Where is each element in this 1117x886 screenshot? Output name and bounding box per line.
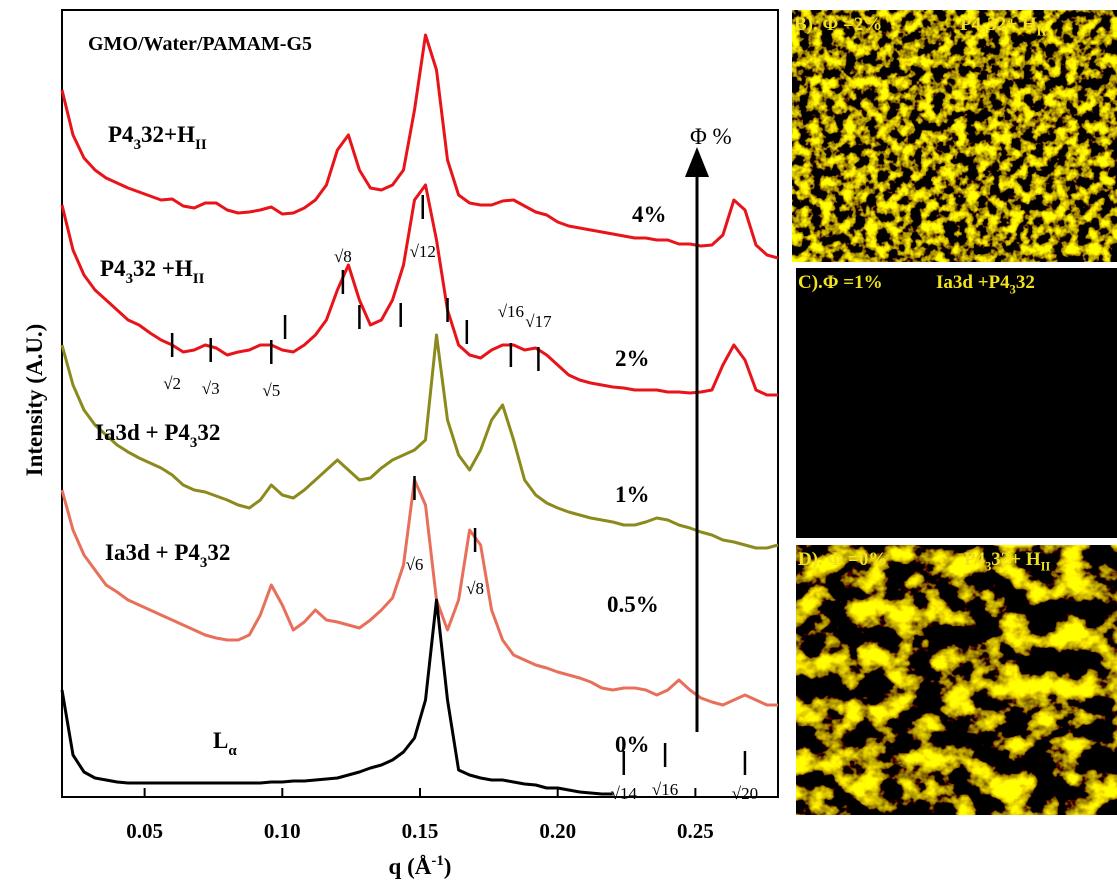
text-segment: P4 [960,14,982,35]
peak-label: √8 [334,247,352,266]
peak-label: √17 [525,312,552,331]
text-script: 3 [1010,283,1016,297]
data-line [60,598,613,796]
peak-label: √6 [406,555,424,574]
text-script: -1 [431,853,443,869]
text-segment: 32 [1016,272,1035,293]
data-line [60,33,779,260]
series-label: 1% [615,482,650,507]
text-segment: P4 [964,549,986,570]
peak-label: √14 [611,784,638,803]
peak-label: √2 [163,374,181,393]
text-script: α [228,743,237,759]
text-script: II [1037,25,1047,39]
x-axis-label: q (Å-1) [389,853,452,879]
curve-label: Ia3d + P4332 [95,420,220,451]
micrograph-background [796,268,1117,538]
x-tick-label: 0.15 [402,819,439,843]
panel-phase: P4332+ HII [964,549,1050,574]
curve-label: P4332 +HII [100,256,205,287]
x-tick-label: 0.20 [539,819,576,843]
panel-phase: Ia3d +P4332 [936,272,1035,297]
data-line [60,478,778,707]
peak-label: √16 [652,780,678,799]
text-segment: Ia3d + P4 [95,420,190,445]
text-script: II [193,271,205,287]
text-script: 3 [985,560,991,574]
text-segment: P4 [100,256,126,281]
text-script: 3 [981,25,987,39]
text-script: 3 [200,555,207,571]
peak-label: √5 [262,381,280,400]
series-label: 0.5% [607,592,659,617]
peak-label: √12 [410,242,436,261]
chart-title: GMO/Water/PAMAM-G5 [88,33,312,55]
text-segment: 32 +H [133,256,193,281]
panel-phase: P4332+ HII [960,14,1046,39]
x-tick-label: 0.05 [126,819,163,843]
text-segment: 32 [207,540,230,565]
text-script: 3 [190,435,197,451]
text-segment: 32+H [141,122,195,147]
data-line [60,333,779,550]
plot-area: 0.05 0.10 0.15 0.20 0.25 q (Å-1) Intensity (A.… [22,9,779,879]
panel-label: B). Φ =2% [794,14,882,35]
peak-label: √20 [732,784,758,803]
arrow-label: Φ % [690,124,732,149]
text-segment: 32 [197,420,220,445]
text-script: 3 [126,271,133,287]
peak-label: √8 [466,579,484,598]
series-label: 2% [615,346,650,371]
y-axis-label: Intensity (A.U.) [22,324,47,477]
peak-label: √16 [498,302,524,321]
text-script: II [1041,560,1051,574]
text-segment: 32+ H [987,14,1037,35]
text-segment: P4 [108,122,134,147]
text-segment: 32+ H [991,549,1041,570]
curve-label: Lα [213,728,237,759]
series-label: 0% [615,732,650,757]
data-line [60,183,778,397]
x-tick-label: 0.25 [677,819,714,843]
text-segment: ) [444,854,452,879]
text-segment: Ia3d + P4 [105,540,200,565]
curve-label: Ia3d + P4332 [105,540,230,571]
text-segment: L [213,728,228,753]
text-segment: Ia3d +P4 [936,272,1010,293]
panel-label: C).Φ =1% [798,272,883,293]
panel-label: D). Φ =0% [798,549,887,570]
text-script: 3 [134,137,141,153]
micrograph-texture [796,545,1117,815]
text-segment: q (Å [389,854,432,879]
curve-label: P4332+HII [108,122,207,153]
x-tick-label: 0.10 [264,819,301,843]
text-script: II [195,137,207,153]
series-label: 4% [632,202,667,227]
micrograph-texture [792,10,1117,262]
peak-label: √3 [202,379,220,398]
